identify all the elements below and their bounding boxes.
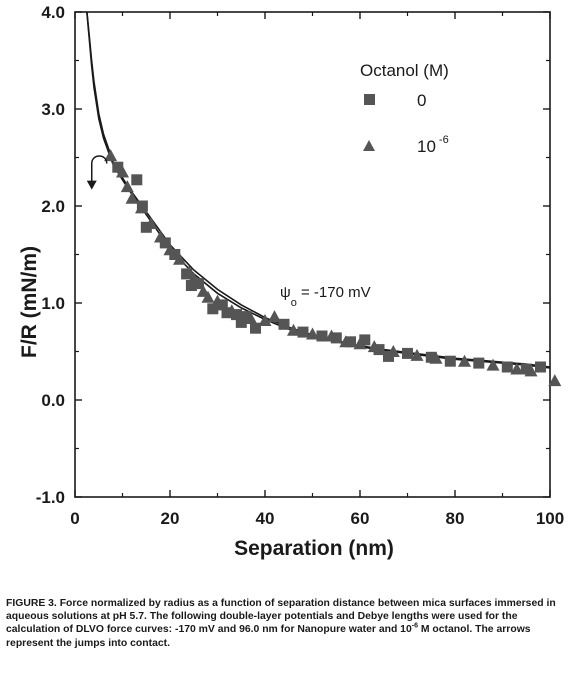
- square-point: [402, 347, 413, 359]
- legend-label-1: 10 -6: [417, 134, 449, 156]
- legend-label-1-exponent: -6: [439, 134, 449, 146]
- triangle-point: [244, 312, 258, 324]
- triangle-point: [120, 180, 134, 193]
- theory-curves: [86, 11, 551, 369]
- triangle-point: [201, 290, 215, 303]
- x-tick-label: 20: [161, 509, 180, 528]
- y-tick-label: 2.0: [41, 197, 65, 216]
- dlvo-curve-2: [86, 11, 551, 368]
- x-tick-label: 40: [256, 509, 275, 528]
- legend-title: Octanol (M): [360, 61, 449, 80]
- y-tick-label: 0.0: [41, 391, 65, 410]
- x-axis-label: Separation (nm): [234, 537, 394, 560]
- x-tick-label: 60: [351, 509, 370, 528]
- caption-text-2: M octanol. The arrows represent the jump…: [6, 624, 531, 649]
- jump-arrow-head: [86, 180, 97, 190]
- triangle-point: [225, 304, 239, 317]
- chart-axes: [74, 11, 551, 498]
- y-axis-label: F/R (mN/m): [18, 246, 41, 358]
- legend-triangle-marker: [363, 140, 375, 151]
- square-point: [185, 280, 197, 291]
- legend-label-0: 0: [417, 91, 426, 110]
- psi-symbol: ψ: [280, 284, 291, 301]
- triangle-point: [104, 149, 118, 162]
- y-tick-label: 3.0: [41, 100, 65, 119]
- triangle-point: [386, 345, 400, 357]
- square-point: [501, 361, 513, 373]
- legend: Octanol (M) 0 10 -6: [360, 61, 449, 156]
- triangle-point: [339, 335, 353, 348]
- triangle-point: [410, 348, 424, 361]
- triangle-point: [154, 230, 167, 243]
- jump-arrow: [86, 155, 108, 190]
- square-point: [240, 311, 252, 323]
- triangle-point: [458, 354, 471, 367]
- square-point: [473, 357, 485, 369]
- square-point: [221, 307, 233, 319]
- triangle-point: [125, 191, 139, 204]
- triangle-point: [268, 310, 281, 323]
- triangle-point: [287, 323, 300, 336]
- y-tick-label: 4.0: [41, 3, 65, 22]
- plot-frame: [74, 11, 551, 498]
- square-point: [207, 303, 219, 315]
- triangle-point: [135, 201, 148, 214]
- square-point: [330, 332, 342, 344]
- square-point: [112, 161, 124, 173]
- triangle-point: [187, 272, 201, 285]
- square-point: [520, 363, 532, 375]
- square-point: [159, 237, 171, 249]
- triangle-point: [524, 364, 538, 377]
- triangle-point: [116, 165, 129, 178]
- square-point: [297, 326, 309, 338]
- legend-label-1-base: 10: [417, 137, 436, 156]
- square-point: [250, 322, 261, 334]
- triangle-point: [510, 362, 524, 375]
- triangle-point: [211, 294, 224, 307]
- triangle-point: [258, 314, 272, 326]
- square-point: [359, 334, 371, 346]
- square-point: [278, 318, 290, 330]
- x-tick-label: 100: [536, 509, 564, 528]
- psi-value: = -170 mV: [297, 284, 371, 301]
- square-point: [345, 336, 356, 348]
- x-tick-label: 0: [70, 509, 79, 528]
- triangle-point: [353, 337, 367, 350]
- caption-superscript: -6: [411, 622, 418, 630]
- figure-caption: FIGURE 3. Force normalized by radius as …: [6, 597, 572, 650]
- triangle-point: [486, 358, 500, 371]
- potential-annotation: ψo = -170 mV: [280, 284, 371, 309]
- triangle-point: [163, 243, 177, 256]
- y-tick-label: 1.0: [41, 294, 65, 313]
- data-points: [104, 149, 562, 387]
- psi-subscript: o: [291, 297, 297, 309]
- triangle-point: [429, 351, 443, 364]
- triangle-point: [325, 329, 338, 342]
- caption-text-1: FIGURE 3. Force normalized by radius as …: [6, 598, 556, 636]
- triangle-point: [144, 217, 158, 229]
- jump-arrow-hook: [91, 155, 108, 164]
- x-tick-label: 80: [446, 509, 465, 528]
- tick-labels: 0 20 40 60 80 100-1.00.01.02.03.04.0: [36, 3, 564, 528]
- triangle-point: [548, 374, 562, 387]
- square-point: [316, 330, 328, 342]
- square-point: [235, 316, 247, 328]
- square-point: [535, 361, 546, 373]
- triangle-point: [367, 340, 381, 353]
- legend-square-marker: [364, 94, 375, 105]
- square-point: [444, 355, 456, 367]
- y-tick-label: -1.0: [36, 488, 65, 507]
- square-point: [131, 174, 143, 186]
- dlvo-curve-1: [86, 11, 551, 369]
- chart-plot: 0 20 40 60 80 100-1.00.01.02.03.04.0 F/R (mN/…: [18, 3, 564, 560]
- square-point: [425, 351, 437, 363]
- triangle-point: [182, 265, 196, 278]
- triangle-point: [173, 252, 186, 265]
- triangle-point: [306, 327, 319, 340]
